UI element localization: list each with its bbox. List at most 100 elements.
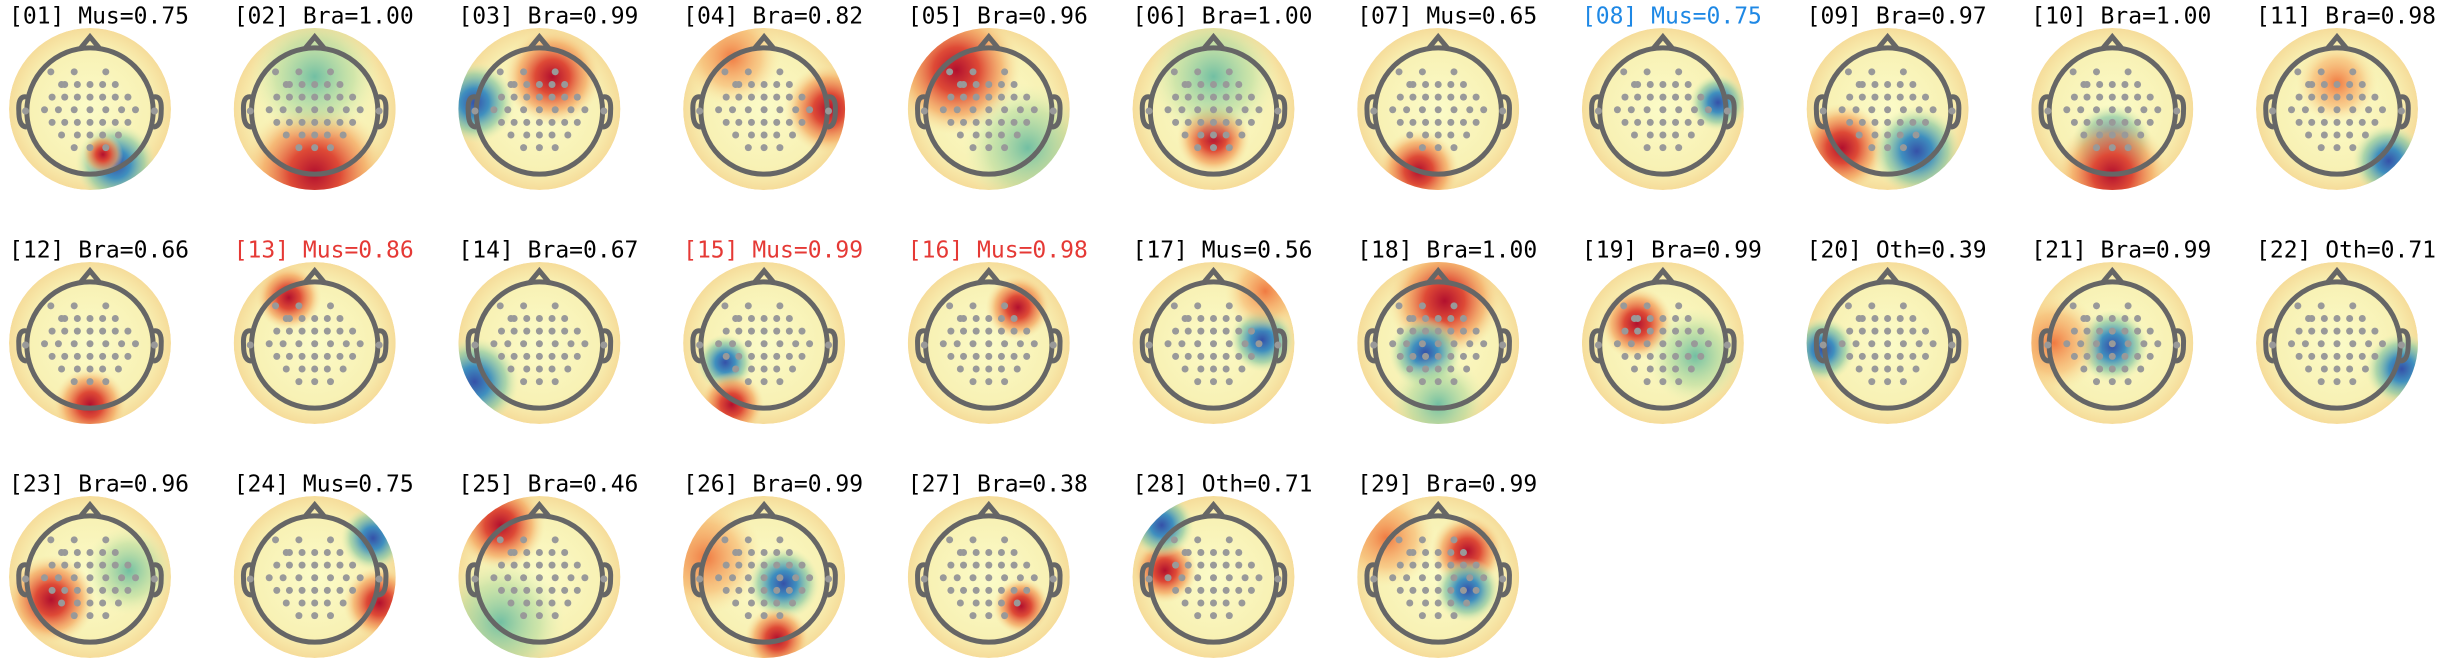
- electrode: [70, 302, 78, 310]
- electrode: [2317, 106, 2325, 114]
- electrode: [1225, 302, 1233, 310]
- electrode: [789, 365, 797, 373]
- nose: [752, 32, 777, 51]
- electrode: [953, 106, 961, 114]
- electrode: [985, 327, 993, 335]
- electrode: [548, 548, 556, 556]
- component-label: [26] Bra=0.99: [683, 472, 863, 498]
- electrode: [471, 341, 479, 349]
- electrode: [2346, 131, 2354, 139]
- electrode: [1406, 131, 1414, 139]
- electrode: [722, 561, 730, 569]
- electrode: [1222, 314, 1230, 322]
- electrode: [1697, 352, 1705, 360]
- electrode: [111, 314, 119, 322]
- component-label: [08] Mus=0.75: [1582, 4, 1762, 30]
- electrode: [2108, 144, 2116, 152]
- electrode: [47, 536, 55, 544]
- electrode: [1868, 144, 1876, 152]
- electrode: [2108, 352, 2116, 360]
- electrode: [311, 106, 319, 114]
- electrode: [2333, 352, 2341, 360]
- electrode: [510, 586, 518, 594]
- electrode: [323, 548, 331, 556]
- electrode: [573, 93, 581, 101]
- electrode: [1023, 352, 1031, 360]
- electrode: [1450, 378, 1458, 386]
- electrode: [1023, 118, 1031, 126]
- electrode: [1852, 106, 1860, 114]
- electrode: [1643, 106, 1651, 114]
- ear: [1364, 94, 1376, 130]
- electrode: [696, 107, 704, 115]
- electrode: [2121, 93, 2129, 101]
- electrode: [111, 80, 119, 88]
- electrode: [600, 341, 608, 349]
- component: [15] Mus=0.99: [683, 238, 863, 424]
- electrode: [985, 131, 993, 139]
- electrode: [2070, 93, 2078, 101]
- electrode: [2349, 378, 2357, 386]
- electrode: [1672, 80, 1680, 88]
- electrode: [1868, 340, 1876, 348]
- electrode: [972, 599, 980, 607]
- electrode: [1909, 352, 1917, 360]
- electrode: [798, 327, 806, 335]
- electrode: [1896, 327, 1904, 335]
- electrode: [1184, 314, 1192, 322]
- electrode: [1434, 586, 1442, 594]
- electrode: [561, 352, 569, 360]
- electrode: [1238, 599, 1246, 607]
- electrode: [1690, 106, 1698, 114]
- electrode: [1241, 106, 1249, 114]
- electrode: [265, 574, 273, 582]
- electrode: [73, 561, 81, 569]
- electrode: [497, 586, 505, 594]
- ear: [1813, 94, 1825, 130]
- electrode: [2371, 118, 2379, 126]
- electrode: [99, 599, 107, 607]
- electrode: [70, 536, 78, 544]
- nose: [976, 266, 1001, 285]
- electrode: [2140, 340, 2148, 348]
- electrode: [1418, 106, 1426, 114]
- electrode: [311, 599, 319, 607]
- electrode: [776, 378, 784, 386]
- electrode: [54, 106, 62, 114]
- electrode: [1447, 314, 1455, 322]
- electrode: [1672, 365, 1680, 373]
- electrode: [760, 131, 768, 139]
- electrode: [1418, 378, 1426, 386]
- topomap-blob: [503, 28, 601, 126]
- electrode: [1643, 68, 1651, 76]
- electrode: [946, 302, 954, 310]
- electrode: [997, 327, 1005, 335]
- electrode: [285, 586, 293, 594]
- electrode: [1459, 548, 1467, 556]
- electrode: [1023, 561, 1031, 569]
- electrode: [1170, 536, 1178, 544]
- electrode: [2308, 93, 2316, 101]
- component: [10] Bra=1.00: [2031, 4, 2211, 190]
- electrode: [985, 612, 993, 620]
- electrode: [298, 131, 306, 139]
- component: [01] Mus=0.75: [9, 4, 189, 190]
- electrode: [285, 93, 293, 101]
- electrode: [1197, 93, 1205, 101]
- electrode: [1884, 80, 1892, 88]
- ear: [152, 94, 164, 130]
- electrode: [520, 68, 528, 76]
- electrode: [61, 327, 69, 335]
- electrode: [735, 314, 743, 322]
- electrode: [1030, 106, 1038, 114]
- electrode: [1434, 574, 1442, 582]
- electrode: [2083, 93, 2091, 101]
- electrode: [1225, 378, 1233, 386]
- electrode: [776, 340, 784, 348]
- electrode: [1659, 352, 1667, 360]
- electrode: [985, 574, 993, 582]
- electrode: [2093, 378, 2101, 386]
- electrode: [73, 80, 81, 88]
- electrode: [969, 144, 977, 152]
- electrode: [1210, 599, 1217, 607]
